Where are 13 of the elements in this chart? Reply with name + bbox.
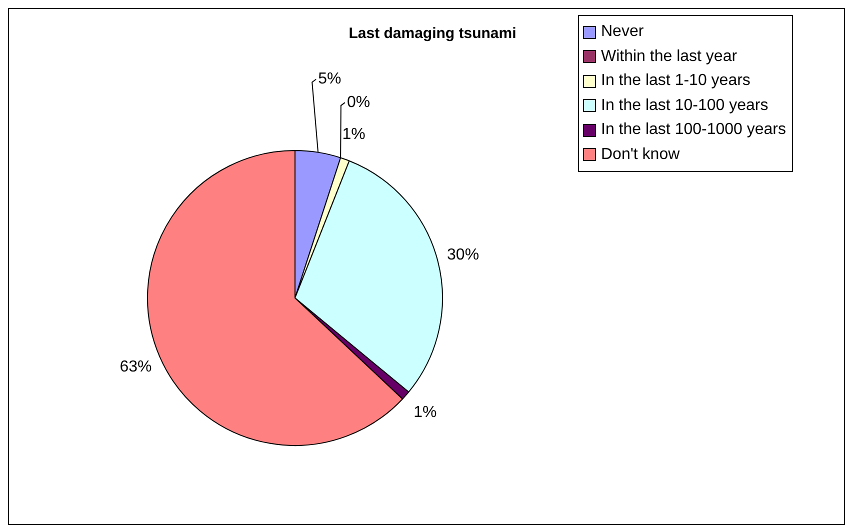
data-label: 1% [342, 126, 366, 144]
legend-label: Don't know [601, 146, 680, 164]
text: 0% [346, 94, 370, 111]
text: Last damaging tsunami [348, 25, 516, 42]
data-label: 63% [120, 358, 152, 376]
legend-label: In the last 1-10 years [601, 72, 750, 90]
data-label: 1% [414, 404, 437, 422]
legend-label: Never [601, 23, 644, 42]
data-label: 5% [318, 70, 342, 88]
legend-label: In the last 10-100 years [601, 96, 768, 115]
legend-label: Within the last year [601, 48, 738, 66]
legend-label: In the last 100-1000 years [601, 121, 786, 140]
data-label: 30% [447, 246, 480, 264]
